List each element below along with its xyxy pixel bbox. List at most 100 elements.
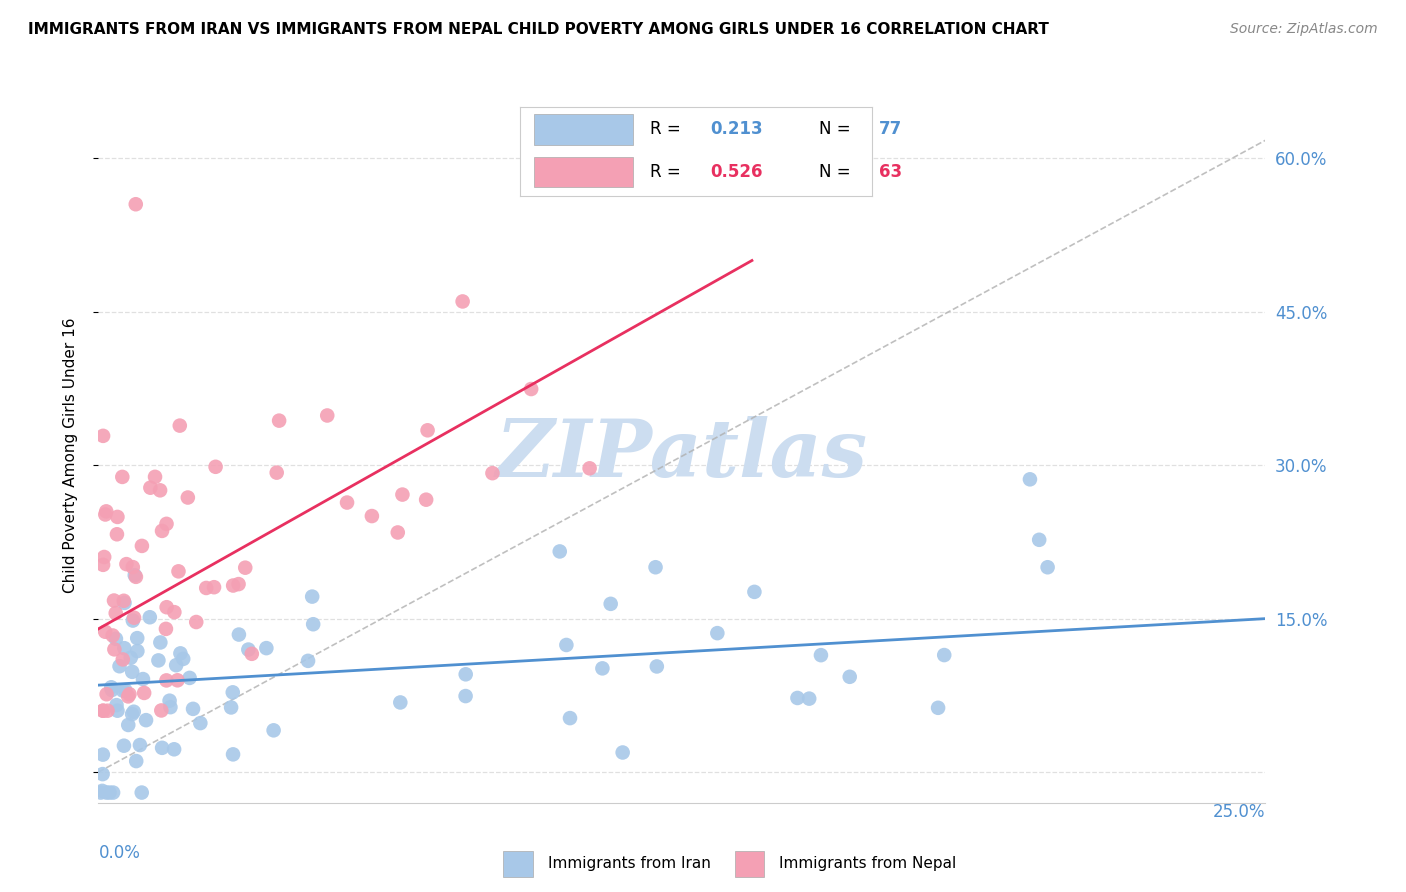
Point: [149, 635, 172, 649]
Point: [121, 560, 143, 574]
Point: [591, 661, 613, 675]
Point: [104, 606, 127, 620]
Point: [786, 690, 808, 705]
Point: [90, 786, 112, 800]
Point: [336, 495, 359, 509]
Point: [91, 784, 114, 798]
Point: [810, 648, 832, 662]
Text: 77: 77: [879, 120, 903, 138]
Point: [148, 653, 170, 667]
Point: [238, 642, 260, 657]
Point: [132, 672, 155, 686]
Point: [111, 652, 134, 666]
Point: [202, 580, 225, 594]
Point: [169, 418, 191, 433]
Point: [166, 673, 188, 688]
Point: [96, 504, 118, 518]
Point: [454, 689, 477, 703]
Point: [645, 659, 668, 673]
Point: [121, 614, 143, 628]
Point: [177, 491, 200, 505]
Point: [163, 605, 186, 619]
Point: [96, 786, 118, 800]
Point: [91, 704, 114, 718]
Point: [301, 590, 323, 604]
Point: [927, 701, 949, 715]
Point: [91, 767, 114, 781]
Point: [240, 647, 263, 661]
Text: Immigrants from Iran: Immigrants from Iran: [548, 855, 710, 871]
Point: [1036, 560, 1059, 574]
Point: [555, 638, 578, 652]
Point: [222, 747, 245, 762]
Y-axis label: Child Poverty Among Girls Under 16: Child Poverty Among Girls Under 16: [63, 318, 77, 592]
Text: ZIPatlas: ZIPatlas: [496, 417, 868, 493]
Point: [91, 704, 114, 718]
Point: [233, 560, 256, 574]
Text: R =: R =: [651, 163, 686, 181]
Point: [228, 577, 250, 591]
Point: [838, 670, 860, 684]
Point: [204, 459, 226, 474]
Text: IMMIGRANTS FROM IRAN VS IMMIGRANTS FROM NEPAL CHILD POVERTY AMONG GIRLS UNDER 16: IMMIGRANTS FROM IRAN VS IMMIGRANTS FROM …: [28, 22, 1049, 37]
Point: [415, 492, 437, 507]
Point: [150, 740, 173, 755]
FancyBboxPatch shape: [503, 851, 533, 877]
Point: [254, 641, 277, 656]
Point: [131, 786, 153, 800]
Point: [96, 687, 118, 701]
Point: [163, 742, 186, 756]
Point: [117, 718, 139, 732]
Point: [101, 628, 124, 642]
Point: [112, 739, 135, 753]
Point: [150, 524, 173, 538]
Point: [131, 539, 153, 553]
Point: [114, 596, 136, 610]
Text: R =: R =: [651, 120, 686, 138]
Point: [612, 746, 634, 760]
Point: [117, 690, 139, 704]
Point: [105, 527, 128, 541]
Point: [115, 557, 138, 571]
Text: 25.0%: 25.0%: [1213, 803, 1265, 821]
Point: [91, 747, 114, 762]
Point: [139, 610, 162, 624]
Point: [103, 593, 125, 607]
Point: [165, 658, 187, 673]
Text: 0.526: 0.526: [710, 163, 762, 181]
Point: [548, 544, 571, 558]
Point: [91, 558, 114, 572]
Point: [188, 716, 211, 731]
Point: [391, 487, 413, 501]
FancyBboxPatch shape: [534, 114, 633, 145]
Point: [143, 470, 166, 484]
Text: 0.0%: 0.0%: [98, 844, 141, 862]
Point: [269, 414, 291, 428]
Point: [118, 687, 141, 701]
Point: [101, 786, 124, 800]
Point: [112, 594, 135, 608]
Point: [94, 508, 117, 522]
Point: [108, 659, 131, 673]
Point: [389, 696, 412, 710]
Point: [134, 686, 156, 700]
Point: [316, 409, 339, 423]
Point: [98, 786, 121, 800]
Point: [156, 600, 179, 615]
Point: [125, 570, 148, 584]
Point: [96, 704, 118, 718]
Point: [644, 560, 666, 574]
Point: [104, 632, 127, 646]
Point: [94, 624, 117, 639]
Text: 0.213: 0.213: [710, 120, 762, 138]
Point: [454, 667, 477, 681]
Point: [139, 481, 162, 495]
Point: [558, 711, 581, 725]
Point: [155, 516, 177, 531]
Point: [451, 294, 474, 309]
Point: [107, 510, 129, 524]
Point: [744, 585, 766, 599]
Point: [127, 631, 149, 645]
Point: [481, 466, 503, 480]
Point: [222, 685, 245, 699]
